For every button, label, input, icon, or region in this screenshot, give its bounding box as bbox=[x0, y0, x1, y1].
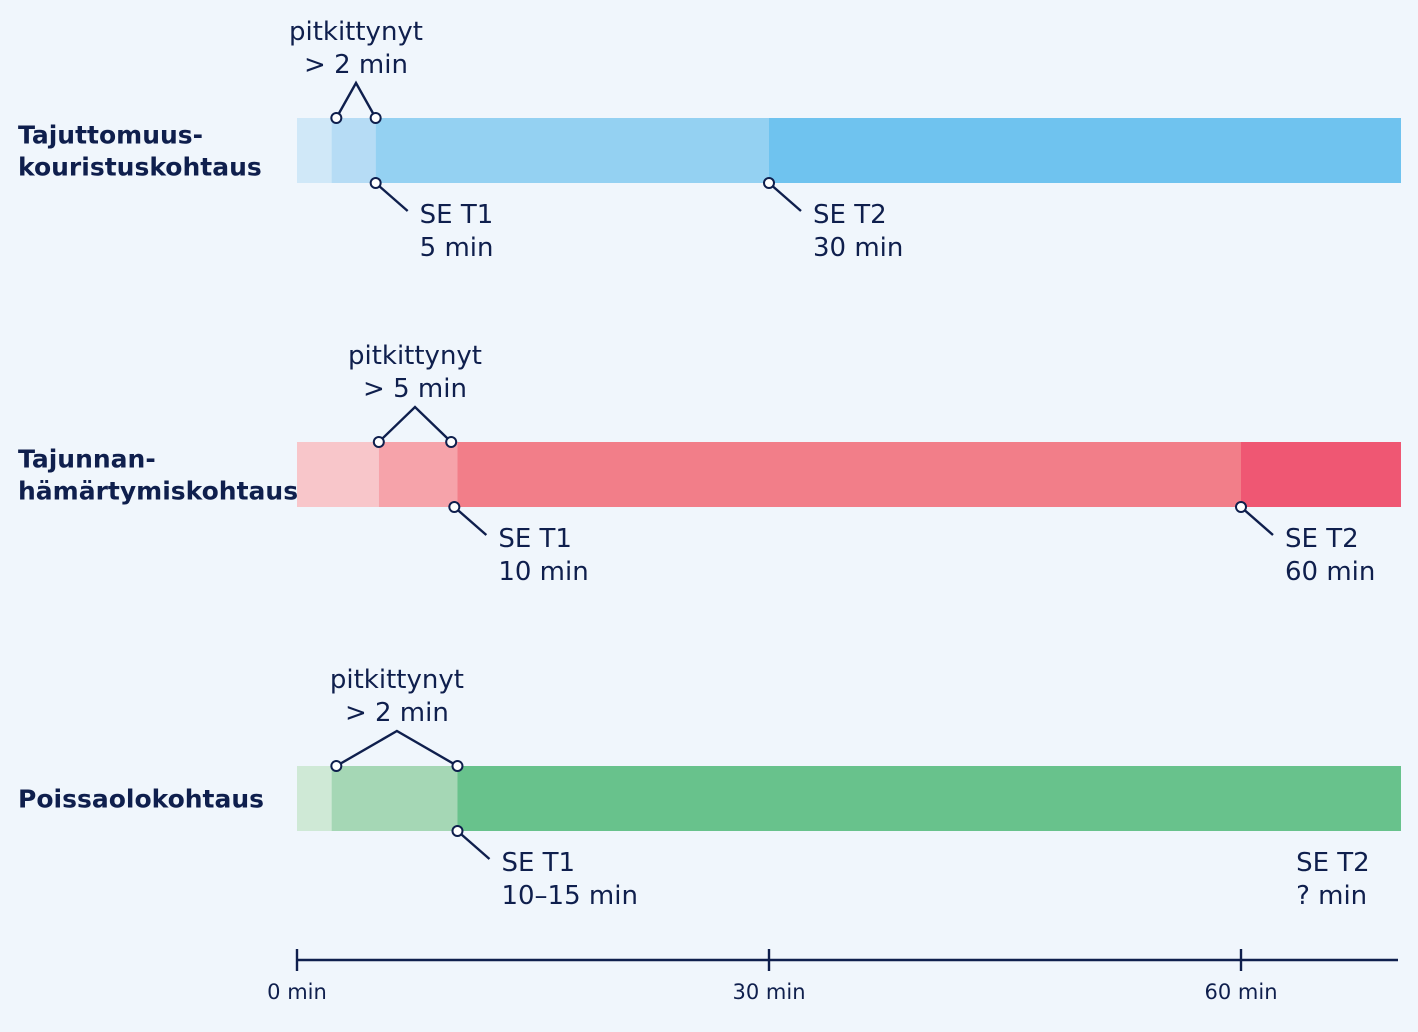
stage-segment bbox=[331, 766, 458, 831]
stage-segment bbox=[378, 442, 458, 507]
stage-segment bbox=[769, 118, 1401, 183]
marker-leader-line bbox=[456, 830, 491, 860]
se-marker-label: SE T2? min bbox=[1296, 848, 1370, 911]
row-label-line: Poissaolokohtaus bbox=[18, 785, 264, 814]
prolonged-label-line: pitkittynyt bbox=[348, 341, 482, 371]
se-marker-label-line: 60 min bbox=[1285, 557, 1375, 587]
prolonged-label-line: > 5 min bbox=[363, 374, 467, 404]
time-axis: 0 min 30 min 60 min bbox=[267, 949, 1398, 1004]
se-marker-label-line: 30 min bbox=[813, 233, 903, 263]
stage-segment bbox=[297, 766, 332, 831]
marker-point bbox=[1235, 501, 1247, 513]
axis-tick-label: 30 min bbox=[733, 980, 806, 1004]
prolonged-label-line: > 2 min bbox=[345, 698, 449, 728]
se-marker-label: SE T2 60 min bbox=[1285, 524, 1375, 587]
row-label-line: Tajunnan- bbox=[18, 445, 156, 474]
se-marker-label-line: ? min bbox=[1296, 881, 1367, 911]
stage-segment bbox=[331, 118, 376, 183]
marker-leader-line bbox=[374, 182, 409, 212]
row-tonic-clonic: Tajuttomuus-kouristuskohtaus pitkittynyt >… bbox=[18, 17, 1401, 263]
marker-point bbox=[763, 177, 775, 189]
marker-point bbox=[448, 501, 461, 513]
prolonged-bracket bbox=[335, 729, 459, 768]
se-marker-label: SE T1 5 min bbox=[420, 200, 494, 263]
se-marker-label: SE T1 10–15 min bbox=[501, 848, 637, 911]
row-absence: Poissaolokohtaus pitkittynyt > 2 min SE T1 1… bbox=[18, 665, 1402, 911]
prolonged-bracket bbox=[335, 80, 377, 119]
se-marker-label-line: SE T1 bbox=[501, 848, 575, 878]
se-marker-label-line: SE T2 bbox=[1285, 524, 1359, 554]
row-label-line: Tajuttomuus- bbox=[18, 121, 203, 150]
row-label: Tajunnan-hämärtymiskohtaus bbox=[18, 445, 298, 506]
row-label: Poissaolokohtaus bbox=[18, 785, 264, 814]
prolonged-label-line: pitkittynyt bbox=[330, 665, 464, 695]
marker-leader-line bbox=[453, 506, 488, 536]
prolonged-label: pitkittynyt > 2 min bbox=[289, 17, 423, 80]
bracket-point-marker bbox=[369, 112, 382, 124]
se-marker-label: SE T1 10 min bbox=[498, 524, 588, 587]
bracket-point-marker bbox=[330, 760, 343, 772]
marker-point bbox=[369, 177, 382, 189]
se-marker-label-line: SE T1 bbox=[498, 524, 572, 554]
bracket-point-marker bbox=[372, 436, 385, 448]
se-marker-label-line: SE T2 bbox=[813, 200, 887, 230]
axis-tick-label: 60 min bbox=[1205, 980, 1278, 1004]
se-marker-label-line: 10–15 min bbox=[501, 881, 637, 911]
se-marker-label-line: 5 min bbox=[420, 233, 494, 263]
stage-segment bbox=[1241, 442, 1401, 507]
stage-segment bbox=[375, 118, 769, 183]
prolonged-bracket bbox=[377, 405, 453, 443]
bracket-point-marker bbox=[445, 436, 458, 448]
bracket-point-marker bbox=[330, 112, 343, 124]
axis-tick-label: 0 min bbox=[267, 980, 327, 1004]
row-label-line: kouristuskohtaus bbox=[18, 153, 262, 182]
prolonged-label: pitkittynyt > 5 min bbox=[348, 341, 482, 404]
marker-leader-line bbox=[768, 182, 802, 212]
prolonged-label-line: > 2 min bbox=[304, 50, 408, 80]
stage-segment bbox=[457, 766, 1402, 831]
marker-leader-line bbox=[1240, 506, 1274, 536]
se-marker-label-line: 10 min bbox=[498, 557, 588, 587]
se-marker-label-line: SE T2 bbox=[1296, 848, 1370, 878]
bracket-point-marker bbox=[451, 760, 464, 772]
stage-segment bbox=[297, 118, 332, 183]
stage-segment bbox=[457, 442, 1242, 507]
stage-segment bbox=[297, 442, 379, 507]
row-focal-impaired: Tajunnan-hämärtymiskohtaus pitkittynyt > 5… bbox=[18, 341, 1401, 587]
prolonged-label: pitkittynyt > 2 min bbox=[330, 665, 464, 728]
row-label: Tajuttomuus-kouristuskohtaus bbox=[18, 121, 262, 182]
se-marker-label: SE T2 30 min bbox=[813, 200, 903, 263]
marker-point bbox=[451, 825, 464, 837]
prolonged-label-line: pitkittynyt bbox=[289, 17, 423, 47]
se-marker-label-line: SE T1 bbox=[420, 200, 494, 230]
row-label-line: hämärtymiskohtaus bbox=[18, 477, 298, 506]
